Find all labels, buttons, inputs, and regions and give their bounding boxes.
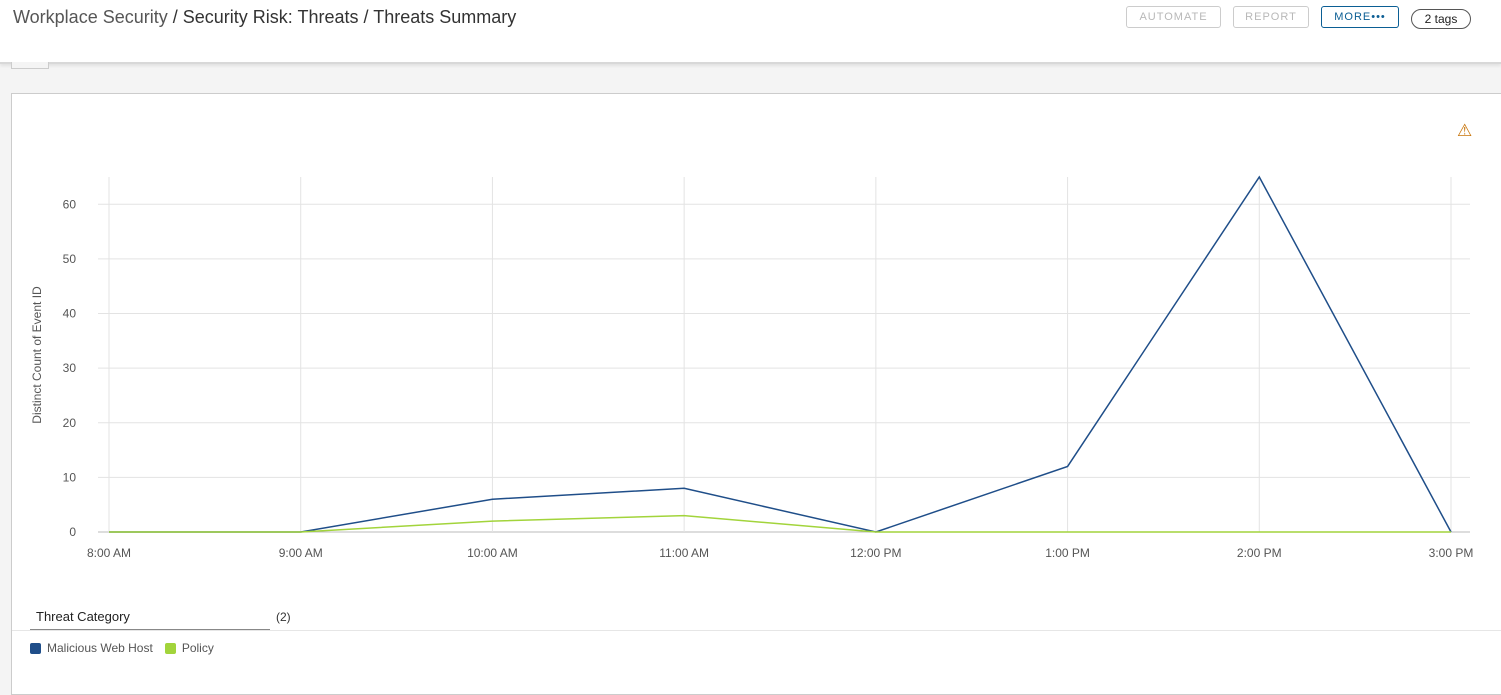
- x-tick-label: 1:00 PM: [1045, 546, 1090, 560]
- legend-item-policy[interactable]: Policy: [164, 641, 214, 655]
- y-tick-label: 30: [63, 361, 77, 375]
- series-line-policy: [109, 514, 1451, 533]
- legend-label: Policy: [181, 641, 214, 655]
- y-tick-label: 10: [63, 470, 77, 484]
- breadcrumb-separator: /: [363, 7, 369, 27]
- series-line-malicious-web-host: [109, 175, 1452, 533]
- y-tick-label: 40: [63, 307, 77, 321]
- report-button[interactable]: REPORT: [1233, 6, 1309, 28]
- automate-button[interactable]: AUTOMATE: [1126, 6, 1221, 28]
- y-tick-label: 0: [69, 525, 76, 539]
- breadcrumb-separator: /: [172, 7, 178, 27]
- x-tick-label: 8:00 AM: [87, 546, 131, 560]
- warning-triangle-icon[interactable]: ⚠: [1457, 121, 1473, 140]
- x-tick-label: 11:00 AM: [659, 546, 709, 560]
- y-axis-label: Distinct Count of Event ID: [30, 286, 44, 424]
- legend-item-malicious-web-host[interactable]: Malicious Web Host: [30, 641, 153, 655]
- line-chart: 0 10 20 30 40 50 60 8:00 AM 9:00 AM 10:00 AM 11:00…: [30, 175, 1474, 560]
- legend-title-underline: [30, 629, 270, 630]
- legend-title: Threat Category: [36, 609, 130, 624]
- page-header: Workplace Security / Security Risk: Thre…: [0, 0, 1501, 64]
- x-tick-label: 9:00 AM: [279, 546, 323, 560]
- breadcrumb-workplace-security[interactable]: Workplace Security: [13, 7, 168, 27]
- x-tick-label: 10:00 AM: [467, 546, 518, 560]
- breadcrumb-security-risk[interactable]: Security Risk: Threats: [182, 7, 359, 27]
- y-tick-label: 60: [63, 197, 77, 211]
- page-title: Threats Summary: [373, 7, 517, 27]
- legend-swatch: [30, 642, 41, 654]
- x-tick-label: 3:00 PM: [1429, 546, 1474, 560]
- y-tick-label: 50: [63, 252, 77, 266]
- chart-panel: [11, 93, 1501, 695]
- legend-count: (2): [276, 610, 291, 624]
- y-tick-label: 20: [63, 416, 77, 430]
- tags-badge[interactable]: 2 tags: [1411, 9, 1471, 29]
- breadcrumb: Workplace Security / Security Risk: Thre…: [13, 7, 516, 28]
- tab-stub: [11, 62, 49, 69]
- x-tick-label: 12:00 PM: [850, 546, 901, 560]
- legend-label: Malicious Web Host: [47, 641, 153, 655]
- divider: [12, 630, 1501, 631]
- more-button[interactable]: MORE•••: [1321, 6, 1399, 28]
- legend-swatch: [164, 642, 176, 654]
- legend: Malicious Web Host Policy: [30, 641, 214, 655]
- x-tick-label: 2:00 PM: [1237, 546, 1282, 560]
